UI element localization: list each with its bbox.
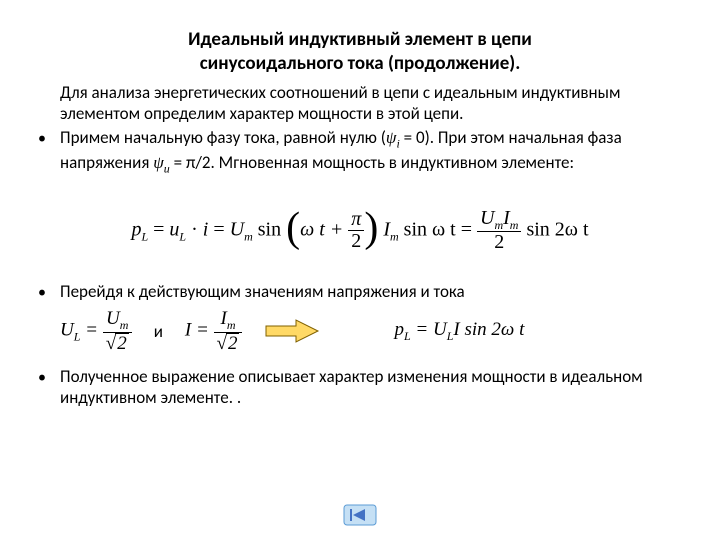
f-Ims: m [390,229,399,243]
f2-den2: √2 [214,332,243,354]
f-eq3: = [461,218,477,240]
f2-eq1: = [80,320,102,341]
b1-psi-i: ψ [386,128,397,147]
f-eq1: = [153,218,169,240]
f-uL: u [169,218,179,240]
bullet-2-text: Перейдя к действующим значениям напряжен… [60,281,682,303]
f-i: i [203,218,209,240]
f-den2: 2 [477,231,521,253]
formula-pL: pL = ULI sin 2ω t [394,319,524,344]
f-pLs: L [141,229,148,243]
intro-paragraph: Для анализа энергетических соотношений в… [60,82,682,126]
f-U2: U [480,207,494,229]
bullet-marker-3: • [38,366,60,389]
f2-U3: U [433,319,447,340]
f2-pL: p [394,319,404,340]
f2-eq2: = [191,320,213,341]
f-I2s: m [510,218,519,232]
f2-Um: U [106,308,120,329]
f-sin1: sin [258,218,281,240]
b1-c: = π/2. Мгновенная мощность в индуктивном… [170,152,574,173]
f2-num2: Im [214,309,243,331]
f-Im: I [383,218,390,240]
f2-den1: √2 [103,332,132,354]
title-line-1: Идеальный индуктивный элемент в цепи [188,28,532,51]
formula-I: I = Im√2 [185,309,243,353]
f2-pLs: L [404,329,411,343]
f-lp: ( [286,205,300,251]
f2-frac2: Im√2 [214,309,243,353]
formula-UL: UL = Um√2 [60,309,132,353]
f-Um: U [230,218,244,240]
slide-title: Идеальный индуктивный элемент в цепи син… [38,28,682,76]
f-2a: 2 [348,230,364,252]
f-eq2: = [213,218,229,240]
f2-r2b: 2 [226,333,240,354]
bullet-1-text: Примем начальную фазу тока, равной нулю … [60,127,682,177]
f-sinwt: sin ω t [404,218,456,240]
f2-Ims: m [227,318,236,332]
f2-num1: Um [103,309,132,331]
f2-Ums: m [120,318,129,332]
b1-psi-u: ψ [153,153,164,172]
inline-formula-row: UL = Um√2 и I = Im√2 pL = ULI sin 2ω t [60,309,682,353]
f-Ums: m [244,229,253,243]
bullet-marker-2: • [38,281,60,304]
f-I2: I [503,207,510,229]
f-U2s: m [494,218,503,232]
f2-eq3: = [411,319,433,340]
f-numUI: UmIm [477,208,521,232]
f-rp: ) [364,205,378,251]
f-sin2wt: sin 2ω t [526,218,588,240]
main-formula: pL = uL · i = Um sin (ω t + π2) Im sin ω… [38,207,682,255]
f-dot: · [191,218,203,240]
f2-s2wt: sin 2ω t [460,319,525,340]
arrow-icon [264,318,320,344]
title-line-2: синусоидального тока (продолжение). [200,52,521,75]
b1-a: Примем начальную фазу тока, равной нулю … [60,127,386,148]
f-uLs: L [179,229,186,243]
bullet-3-text: Полученное выражение описывает характер … [60,366,682,410]
nav-home-button[interactable] [343,504,377,526]
f-pi2: π2 [348,209,364,252]
and-connector: и [154,321,163,342]
f-pi: π [348,209,364,230]
f-pL: p [131,218,141,240]
bullet-3: • Полученное выражение описывает характе… [38,366,682,410]
bullet-2: • Перейдя к действующим значениям напряж… [38,281,682,304]
bullet-marker: • [38,127,60,150]
f-wt1: ω t + [300,218,348,240]
f2-UL: U [60,320,74,341]
bullet-1: • Примем начальную фазу тока, равной нул… [38,127,682,177]
f2-frac1: Um√2 [103,309,132,353]
f2-r2a: 2 [115,333,129,354]
f-UmIm2: UmIm 2 [477,208,521,254]
